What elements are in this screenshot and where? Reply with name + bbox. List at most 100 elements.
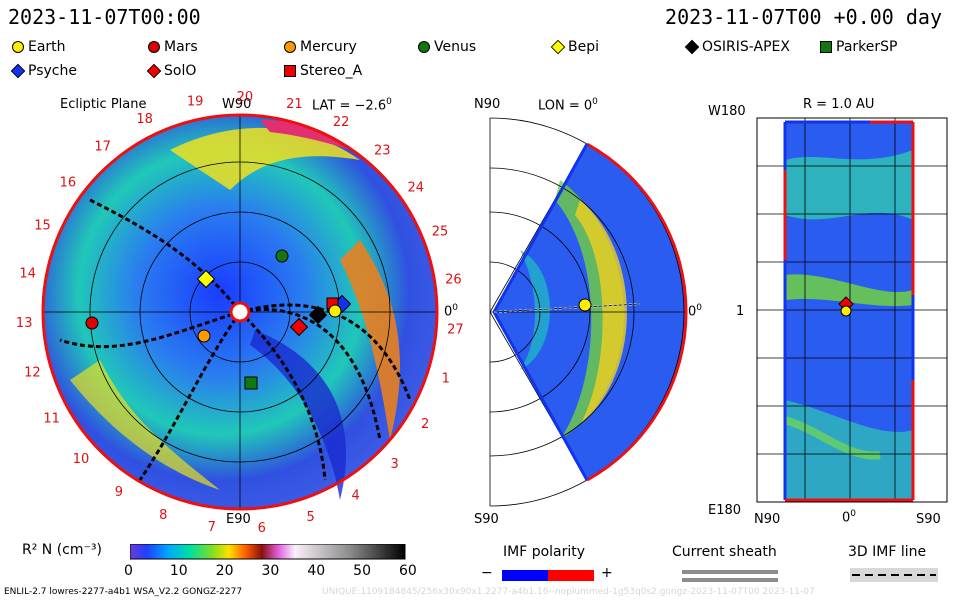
mars-marker — [85, 316, 99, 330]
colorbar-label: R² N (cm⁻³) — [22, 542, 102, 558]
legend-osiris-apex: OSIRIS-APEX — [684, 39, 790, 55]
sun-icon — [229, 301, 251, 323]
colorbar-tick-label: 30 — [261, 563, 280, 579]
legend-mars: Mars — [148, 39, 198, 55]
imf-positive-swatch — [548, 570, 594, 581]
ecliptic-tick-label: 3 — [390, 457, 398, 472]
right-datetime: 2023-11-07T00 +0.00 day — [665, 5, 942, 29]
earth-marker — [328, 304, 342, 318]
radial-x-mid: 00 — [842, 509, 857, 526]
colorbar-tick-label: 60 — [399, 563, 417, 579]
meridional-right-label: 00 — [688, 303, 703, 320]
ecliptic-tick-label: 18 — [136, 112, 153, 127]
ecliptic-tick-label: 12 — [24, 366, 41, 381]
ecliptic-tick-label: 16 — [60, 175, 77, 190]
imf-plus-label: + — [601, 565, 613, 581]
meridional-earth-marker — [578, 298, 592, 312]
radial-bodies — [838, 296, 854, 317]
stereo-a-marker-icon — [284, 65, 296, 77]
colorbar-tick-label: 40 — [307, 563, 326, 579]
ecliptic-tick-label: 13 — [16, 316, 33, 331]
meridional-bottom-left: S90 — [474, 512, 499, 527]
ecliptic-tick-label: 15 — [34, 219, 51, 234]
imf-3d-line-sample — [850, 568, 938, 582]
legend-label: Mercury — [300, 39, 357, 55]
legend-label: Earth — [28, 39, 66, 55]
current-sheath-title: Current sheath — [672, 544, 777, 560]
radial-bottom-left: E180 — [708, 503, 742, 518]
ecliptic-boundary — [41, 113, 439, 511]
radial-earth-marker — [840, 305, 852, 317]
ecliptic-tick-label: 14 — [19, 266, 36, 281]
radial-x-right: S90 — [916, 512, 941, 527]
colorbar-tick-label: 20 — [215, 563, 234, 579]
ecliptic-tick-label: 25 — [432, 224, 449, 239]
ecliptic-tick-label: 20 — [237, 90, 254, 105]
legend-label: Bepi — [568, 39, 599, 55]
legend-venus: Venus — [418, 39, 476, 55]
radial-title: R = 1.0 AU — [803, 97, 875, 112]
radial-mid-left: 1 — [736, 304, 745, 319]
ecliptic-tick-labels: 19 20 212223242526271234567891011121314151… — [16, 90, 464, 536]
ecliptic-tick-label: 17 — [94, 139, 111, 154]
legend-label: Psyche — [28, 63, 77, 79]
earth-marker-icon — [12, 41, 24, 53]
legend-solo: SolO — [146, 63, 196, 79]
imf-minus-label: − — [481, 565, 493, 581]
left-datetime: 2023-11-07T00:00 — [8, 5, 201, 29]
ecliptic-tick-label: 26 — [445, 273, 462, 288]
ecliptic-tick-label: 10 — [73, 452, 90, 467]
parkersp-marker — [244, 376, 258, 390]
legend-earth: Earth — [12, 39, 66, 55]
ecliptic-lat-label: LAT = −2.60 — [312, 97, 392, 114]
density-colorbar — [130, 544, 406, 560]
venus-marker-icon — [418, 41, 430, 53]
ecliptic-bodies — [85, 249, 352, 390]
legend-parkersp: ParkerSP — [820, 39, 897, 55]
current-sheath-line-a — [682, 570, 778, 574]
ecliptic-tick-label: 23 — [374, 144, 391, 159]
ecliptic-tick-label: 6 — [258, 521, 266, 536]
ecliptic-bottom-label: E90 — [226, 512, 251, 527]
legend-label: ParkerSP — [836, 39, 898, 55]
ecliptic-tick-label: 5 — [307, 510, 315, 525]
colorbar-tick-label: 10 — [169, 563, 188, 579]
imf-negative-swatch — [502, 570, 548, 581]
solo-marker — [289, 317, 309, 337]
radial-top-left: W180 — [708, 104, 746, 119]
ecliptic-right-label: 00 — [444, 303, 459, 320]
meridional-lon-label: LON = 00 — [538, 97, 598, 114]
mars-marker-icon — [148, 41, 160, 53]
osiris-apex-marker — [308, 305, 328, 325]
ecliptic-tick-label: 21 — [286, 97, 303, 112]
ecliptic-tick-label: 27 — [447, 323, 464, 338]
colorbar-tick-label: 0 — [124, 563, 133, 579]
radial-x-left: N90 — [754, 512, 781, 527]
ecliptic-tick-label: 22 — [333, 115, 350, 130]
legend-bepi: Bepi — [550, 39, 599, 55]
ecliptic-tick-label: 4 — [352, 488, 360, 503]
imf-3d-title: 3D IMF line — [848, 544, 927, 560]
ecliptic-tick-label: 7 — [208, 520, 216, 535]
legend-label: Mars — [164, 39, 198, 55]
ecliptic-tick-label: 24 — [408, 181, 425, 196]
ecliptic-tick-label: 2 — [421, 417, 429, 432]
meridional-top-left: N90 — [474, 97, 501, 112]
footer-left: ENLIL-2.7 lowres-2277-a4b1 WSA_V2.2 GONG… — [4, 587, 243, 597]
imf-polarity-title: IMF polarity — [503, 544, 586, 560]
ecliptic-tick-label: 8 — [159, 508, 167, 523]
legend-label: Stereo_A — [300, 63, 363, 79]
legend-label: OSIRIS-APEX — [702, 39, 790, 55]
venus-marker — [275, 249, 289, 263]
legend-stereo-a: Stereo_A — [284, 63, 362, 79]
footer-right: UNIQUE:1109184845/256x30x90x1.2277-a4b1.… — [322, 587, 815, 597]
bepi-marker — [196, 269, 216, 289]
legend-psyche: Psyche — [10, 63, 77, 79]
ecliptic-tick-label: 11 — [43, 412, 60, 427]
ecliptic-tick-label: 9 — [115, 485, 123, 500]
ecliptic-imf-lines — [59, 198, 412, 481]
legend-mercury: Mercury — [284, 39, 357, 55]
